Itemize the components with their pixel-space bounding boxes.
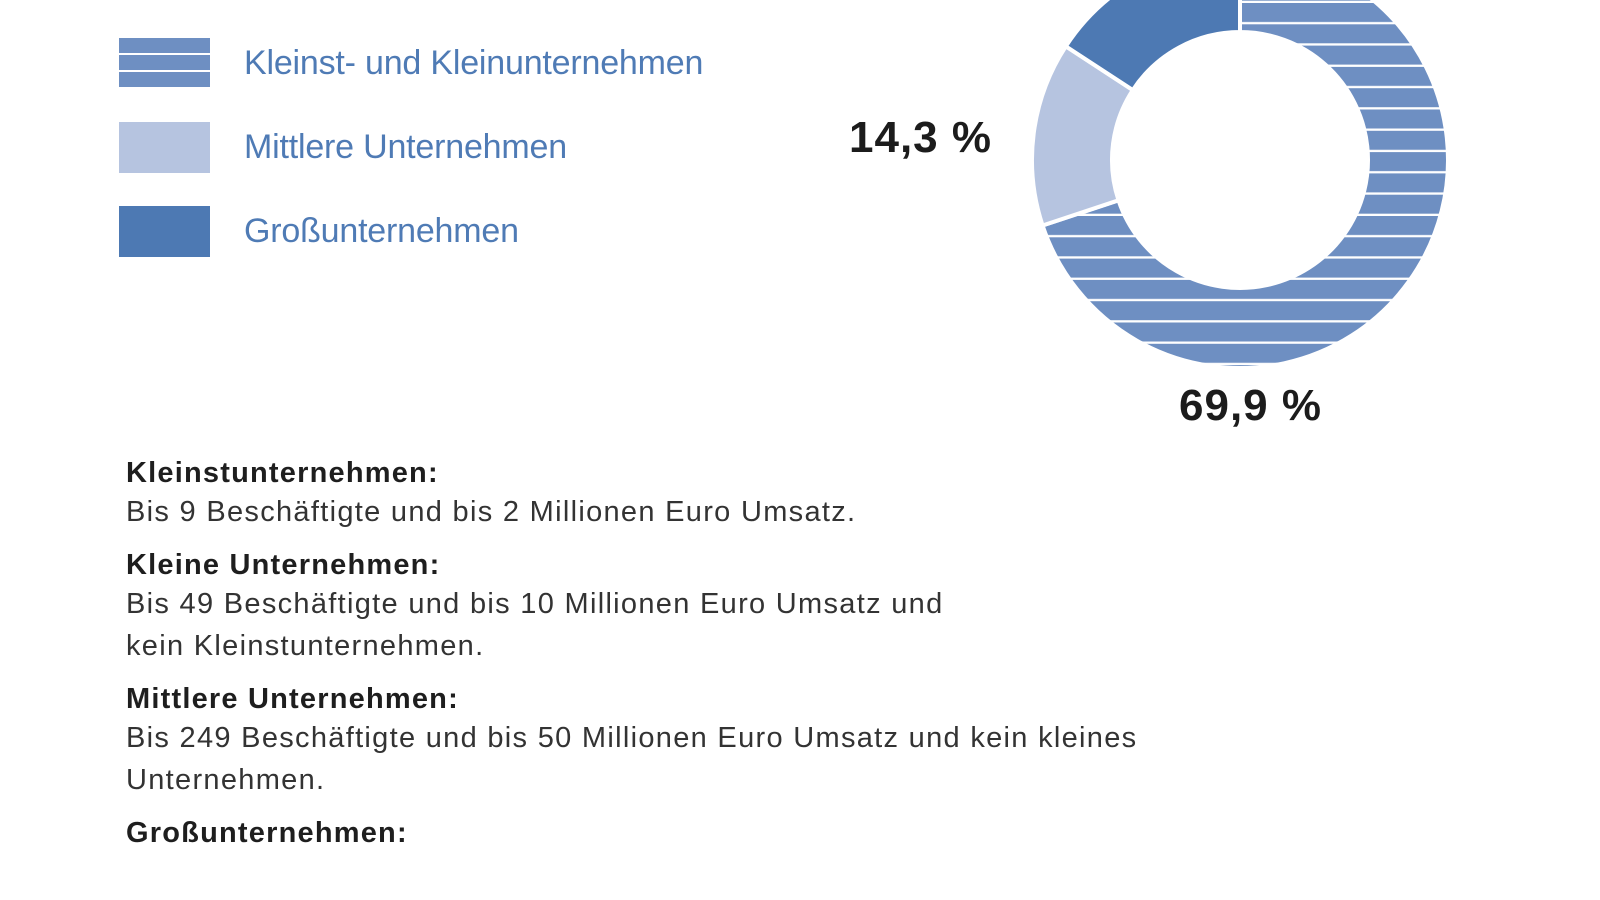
legend-item-gross: Großunternehmen xyxy=(119,206,519,257)
definition-text: kein Kleinstunternehmen. xyxy=(126,630,485,662)
definition-title: Kleinstunternehmen: xyxy=(126,457,439,489)
legend-swatch-light xyxy=(119,122,210,173)
value-label-mittlere: 14,3 % xyxy=(849,113,992,162)
donut-chart xyxy=(1030,0,1450,370)
definition-text: Bis 249 Beschäftigte und bis 50 Millione… xyxy=(126,722,1138,754)
definition-gross: Großunternehmen: xyxy=(126,815,1326,851)
definition-text: Bis 49 Beschäftigte und bis 10 Millionen… xyxy=(126,588,944,620)
value-label-klein: 69,9 % xyxy=(1179,381,1322,430)
definition-text: Bis 9 Beschäftigte und bis 2 Millionen E… xyxy=(126,496,857,528)
legend-label: Großunternehmen xyxy=(244,212,519,250)
donut-segment-gross xyxy=(1063,0,1242,93)
definition-title: Großunternehmen: xyxy=(126,817,408,849)
donut-segments xyxy=(1030,0,1450,370)
legend-item-mittlere: Mittlere Unternehmen xyxy=(119,122,567,173)
definition-text: Unternehmen. xyxy=(126,764,326,796)
definitions: Kleinstunternehmen: Bis 9 Beschäftigte u… xyxy=(126,455,1326,865)
legend-item-klein: Kleinst- und Kleinunternehmen xyxy=(119,38,703,89)
legend-label: Kleinst- und Kleinunternehmen xyxy=(244,44,704,82)
definition-kleinst: Kleinstunternehmen: Bis 9 Beschäftigte u… xyxy=(126,455,1326,533)
definition-title: Kleine Unternehmen: xyxy=(126,549,441,581)
definition-klein: Kleine Unternehmen: Bis 49 Beschäftigte … xyxy=(126,547,1326,667)
donut-segment-klein xyxy=(1040,0,1450,370)
definition-title: Mittlere Unternehmen: xyxy=(126,683,459,715)
legend-swatch-dark xyxy=(119,206,210,257)
legend-label: Mittlere Unternehmen xyxy=(244,128,567,166)
legend-swatch-striped xyxy=(119,38,210,89)
definition-mittlere: Mittlere Unternehmen: Bis 249 Beschäftig… xyxy=(126,681,1326,801)
